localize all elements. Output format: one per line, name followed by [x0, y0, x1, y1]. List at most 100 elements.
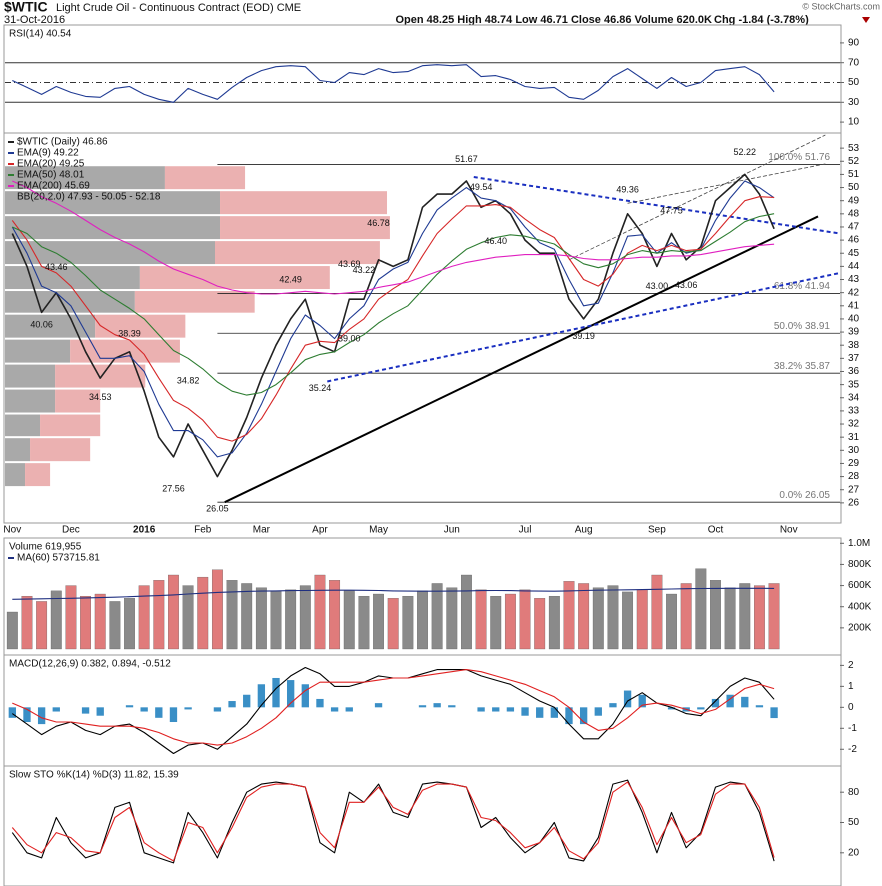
volume-by-price-bar: [70, 339, 180, 363]
y-tick-label: 1.0M: [848, 538, 870, 549]
bar: [711, 698, 720, 708]
x-tick-label: Oct: [708, 525, 724, 536]
bar: [741, 696, 749, 708]
bar: [492, 707, 500, 712]
bar: [155, 707, 163, 718]
legend-entry: BB(20,2.0) 47.93 - 50.05 - 52.18: [17, 192, 161, 203]
bar: [726, 694, 734, 708]
series-line: [12, 587, 775, 600]
bar: [521, 707, 529, 716]
bar: [651, 574, 663, 650]
bar: [433, 703, 441, 708]
legend-entry: MA(60) 573715.81: [17, 553, 100, 564]
bar: [124, 598, 135, 650]
y-tick-label: 36: [848, 366, 860, 377]
y-tick-label: 31: [848, 432, 860, 443]
bar: [65, 585, 77, 650]
y-tick-label: 29: [848, 458, 860, 469]
volume-by-price-bar: [5, 216, 221, 240]
y-tick-label: 44: [848, 261, 860, 272]
y-tick-label: 70: [848, 57, 860, 68]
y-tick-label: 400K: [848, 601, 872, 612]
bar: [504, 593, 516, 650]
bar: [52, 707, 60, 712]
price-annotation: 35.24: [309, 383, 332, 393]
panel-title: Slow STO %K(14) %D(3) 11.82, 15.39: [9, 770, 179, 781]
bar: [138, 585, 150, 650]
y-tick-label: 39: [848, 327, 860, 338]
bar: [550, 707, 559, 718]
x-tick-label: Apr: [312, 525, 328, 536]
y-tick-label: 43: [848, 274, 860, 285]
volume-by-price-bar: [139, 266, 330, 290]
bar: [563, 581, 575, 650]
bar: [697, 707, 705, 710]
volume-by-price-bar: [220, 191, 388, 215]
y-tick-label: 27: [848, 484, 860, 495]
bar: [243, 694, 251, 708]
bar: [623, 690, 632, 708]
y-tick-label: 50: [848, 77, 860, 88]
volume-by-price-bar: [215, 241, 380, 265]
legend-entry: EMA(9) 49.22: [17, 148, 79, 159]
fib-label: 100.0% 51.76: [768, 152, 830, 163]
y-tick-label: -2: [848, 744, 857, 755]
y-tick-label: 34: [848, 392, 860, 403]
bar: [607, 585, 619, 650]
bar: [213, 707, 222, 712]
fib-label: 0.0% 26.05: [779, 490, 830, 501]
y-tick-label: 50: [848, 817, 860, 828]
price-annotation: 34.53: [89, 392, 112, 402]
y-tick-label: 10: [848, 117, 860, 128]
bar: [272, 677, 280, 708]
bar: [710, 580, 721, 650]
volume-by-price-bar: [5, 166, 165, 190]
bar: [197, 576, 209, 650]
y-tick-label: 40: [848, 314, 860, 325]
volume-by-price-bar: [95, 314, 186, 338]
price-annotation: 46.78: [367, 218, 390, 228]
y-tick-label: 37: [848, 353, 860, 364]
volume-by-price-bar: [5, 438, 31, 462]
bar: [417, 590, 428, 650]
price-annotation: 43.00: [646, 281, 669, 291]
price-annotation: 51.67: [455, 154, 478, 164]
bar: [330, 707, 339, 712]
volume-by-price-bar: [164, 166, 246, 190]
x-tick-label: Dec: [62, 525, 80, 536]
volume-by-price-bar: [5, 364, 56, 388]
x-tick-label: Mar: [253, 525, 271, 536]
volume-by-price-bar: [5, 266, 140, 290]
y-tick-label: 46: [848, 235, 860, 246]
bar: [140, 707, 148, 712]
bar: [638, 694, 646, 708]
y-tick-label: -1: [848, 723, 857, 734]
bar: [446, 587, 458, 650]
bar: [37, 707, 46, 725]
y-tick-label: 2: [848, 660, 854, 671]
series-line: [12, 669, 775, 746]
y-tick-label: 53: [848, 143, 860, 154]
bar: [695, 568, 707, 650]
panel-title: Volume 619,955: [9, 542, 82, 553]
y-tick-label: 28: [848, 471, 860, 482]
volume-by-price-bar: [134, 291, 255, 313]
x-tick-label: Nov: [3, 525, 21, 536]
bar: [211, 569, 223, 650]
series-line: [11, 779, 775, 864]
fib-label: 61.8% 41.94: [774, 281, 831, 292]
bar: [431, 583, 443, 650]
series-line: [12, 64, 775, 103]
bar: [770, 707, 778, 719]
panel-frame: [3, 24, 842, 134]
price-annotation: 43.22: [353, 265, 376, 275]
bar: [534, 598, 546, 650]
volume-by-price-bar: [5, 191, 221, 215]
panel-title: MACD(12,26,9) 0.382, 0.894, -0.512: [9, 659, 171, 670]
volume-by-price-bar: [55, 389, 101, 413]
bar: [461, 574, 472, 650]
trendline: [627, 163, 826, 204]
x-tick-label: Sep: [648, 525, 666, 536]
bar: [373, 593, 384, 650]
bar: [343, 590, 355, 650]
